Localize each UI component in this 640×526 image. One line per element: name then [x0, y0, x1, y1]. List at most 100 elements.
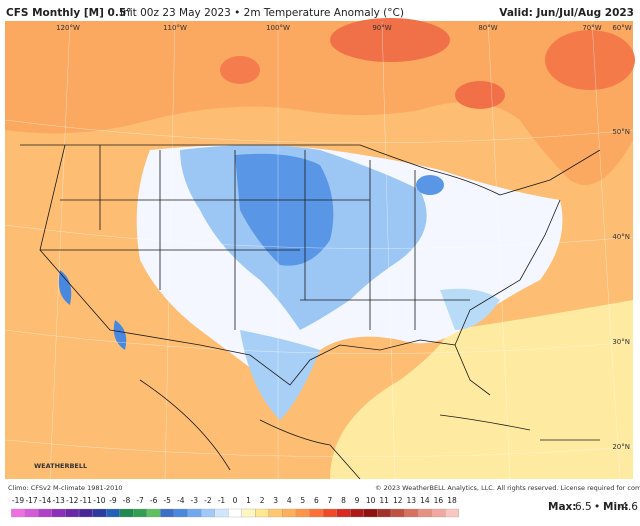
legend-tick-label: -9	[109, 496, 117, 505]
legend-swatch	[390, 508, 405, 518]
legend-tick-label: -3	[191, 496, 199, 505]
legend-swatch	[377, 508, 392, 518]
legend-tick-label: 18	[447, 496, 457, 505]
legend-tick-label: -13	[53, 496, 65, 505]
min-label: Min:	[603, 501, 629, 513]
parallels	[4, 119, 634, 458]
legend-swatch	[350, 508, 364, 518]
longitude-label: 80°W	[478, 24, 497, 32]
legend-tick-label: 5	[300, 496, 305, 505]
legend-swatch	[431, 508, 446, 518]
hot-spot	[220, 56, 260, 84]
legend-tick-label: 12	[393, 496, 403, 505]
legend-swatch	[65, 508, 80, 518]
legend-swatch	[119, 508, 134, 518]
legend-swatch	[309, 508, 324, 518]
max-value: 6.5	[575, 501, 592, 513]
legend-tick-label: 0	[233, 496, 238, 505]
legend-swatch	[187, 508, 202, 518]
hot-spot	[330, 18, 450, 62]
min-value: -4.6	[618, 501, 639, 513]
legend-swatch	[38, 508, 53, 518]
legend-tick-label: 8	[341, 496, 346, 505]
longitude-label: 60°W	[612, 24, 631, 32]
legend-tick-label: -5	[163, 496, 171, 505]
legend-tick-label: 16	[434, 496, 444, 505]
legend-tick-label: -1	[218, 496, 226, 505]
legend-swatch	[146, 508, 161, 518]
longitude-label: 90°W	[372, 24, 391, 32]
legend-swatch	[160, 508, 175, 518]
state-lines	[40, 145, 470, 330]
legend-swatch	[404, 508, 419, 518]
legend-tick-label: 3	[273, 496, 278, 505]
legend-swatch	[323, 508, 337, 518]
legend-swatch	[255, 508, 270, 518]
legend-swatch	[241, 508, 256, 518]
cool-core	[416, 175, 444, 195]
legend-swatch	[268, 508, 283, 518]
legend-swatch	[228, 508, 242, 518]
legend-tick-label: 7	[328, 496, 333, 505]
warm-zone	[5, 21, 633, 185]
copyright: © 2023 WeatherBELL Analytics, LLC. All r…	[375, 484, 640, 492]
legend-tick-label: -8	[123, 496, 131, 505]
legend-swatch	[336, 508, 351, 518]
legend-swatch	[445, 508, 459, 518]
legend-swatch	[78, 508, 93, 518]
cool-zone	[440, 288, 500, 330]
climo-note: Climo: CFSv2 M-climate 1981-2010	[8, 484, 123, 492]
title: CFS Monthly [M] 0.5°	[6, 7, 131, 19]
latitude-label: 20°N	[612, 443, 630, 451]
legend-tick-label: -4	[177, 496, 185, 505]
legend-tick-label: -7	[136, 496, 144, 505]
color-legend: -19 -17 -14 -13 -12 -11 -10 -9 -8 -7 -6 -5 -4 -3 -2 -1 0…	[11, 496, 459, 518]
longitude-label: 70°W	[582, 24, 601, 32]
latitude-label: 30°N	[612, 338, 630, 346]
max-label: Max:	[548, 501, 577, 513]
legend-tick-label: 1	[246, 496, 251, 505]
subtitle: Init 00z 23 May 2023 • 2m Temperature An…	[120, 7, 404, 19]
legend-swatch	[106, 508, 120, 518]
legend-swatch	[200, 508, 215, 518]
hot-spot	[545, 30, 635, 90]
legend-tick-label: -17	[25, 496, 37, 505]
latitude-label: 50°N	[612, 128, 630, 136]
longitude-label: 100°W	[266, 24, 290, 32]
legend-swatch	[417, 508, 432, 518]
legend-tick-label: -10	[93, 496, 105, 505]
legend-tick-label: 14	[420, 496, 430, 505]
mild-zone	[330, 300, 633, 479]
legend-swatch	[363, 508, 378, 518]
map	[4, 18, 635, 480]
latitude-label: 40°N	[612, 233, 630, 241]
legend-swatch	[11, 508, 25, 518]
legend-tick-label: -2	[204, 496, 212, 505]
coastline-and-borders	[20, 144, 601, 396]
legend-tick-label: -14	[39, 496, 51, 505]
legend-tick-label: -12	[66, 496, 78, 505]
legend-swatch	[295, 508, 310, 518]
legend-swatch	[24, 508, 39, 518]
legend-swatch	[92, 508, 107, 518]
longitude-label: 120°W	[56, 24, 80, 32]
legend-swatch	[282, 508, 297, 518]
legend-swatch	[51, 508, 66, 518]
legend-tick-label: 9	[355, 496, 360, 505]
longitude-label: 110°W	[163, 24, 187, 32]
valid-time: Valid: Jun/Jul/Aug 2023	[499, 7, 634, 19]
separator: •	[594, 501, 600, 513]
legend-swatch	[214, 508, 229, 518]
legend-tick-label: 2	[260, 496, 265, 505]
legend-tick-label: 4	[287, 496, 292, 505]
legend-tick-label: 11	[379, 496, 389, 505]
cool-spot	[58, 270, 72, 305]
legend-swatch	[133, 508, 147, 518]
legend-tick-label: -6	[150, 496, 158, 505]
legend-tick-label: -11	[80, 496, 92, 505]
legend-tick-label: 10	[366, 496, 376, 505]
cool-core	[235, 153, 334, 266]
hot-spot	[455, 81, 505, 109]
legend-tick-label: 6	[314, 496, 319, 505]
